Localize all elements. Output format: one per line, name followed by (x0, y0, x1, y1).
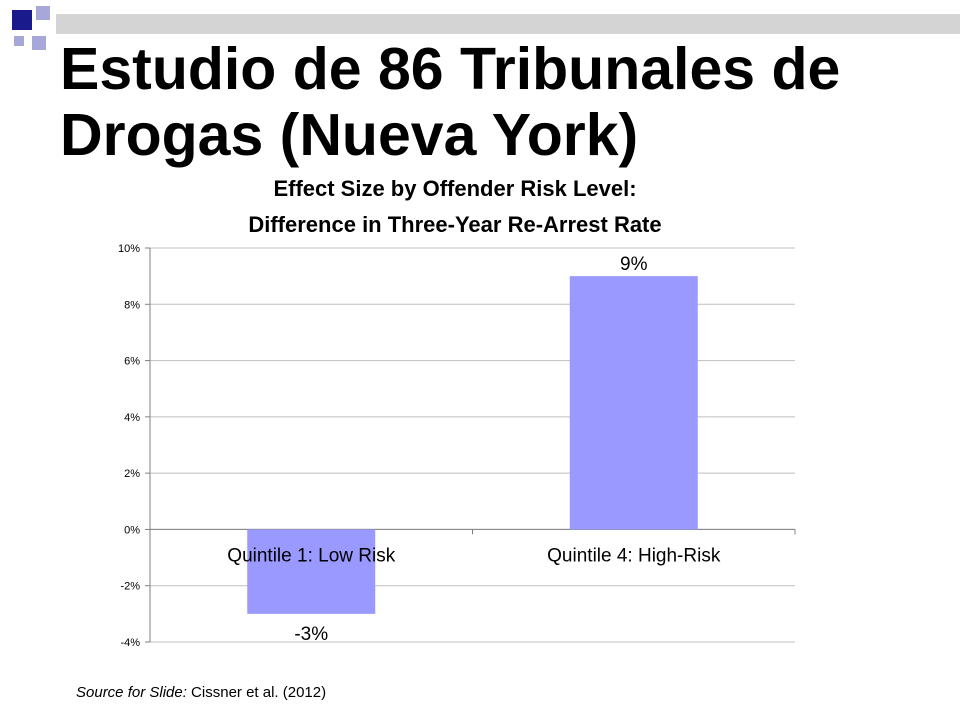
decor-square-light (32, 36, 46, 50)
decor-square-light (36, 6, 50, 20)
category-label: Quintile 1: Low Risk (227, 545, 395, 566)
y-tick-label: 4% (124, 412, 140, 424)
bar (247, 529, 376, 614)
y-tick-label: 2% (124, 468, 140, 480)
bar (569, 276, 698, 530)
chart-title-line-1: Effect Size by Offender Risk Level: (273, 176, 636, 201)
category-label: Quintile 4: High-Risk (547, 545, 721, 566)
decor-square-light (14, 36, 24, 46)
y-tick-label: 8% (124, 299, 140, 311)
slide-title: Estudio de 86 Tribunales de Drogas (Nuev… (60, 36, 841, 168)
y-tick-label: 6% (124, 356, 140, 368)
bar-chart: Effect Size by Offender Risk Level: Diff… (118, 176, 796, 649)
y-tick-label: -2% (120, 581, 140, 593)
data-label: -3% (294, 624, 328, 645)
y-tick-label: 10% (118, 243, 140, 255)
y-tick-label: -4% (120, 637, 140, 649)
y-tick-label: 0% (124, 524, 140, 536)
chart-title-line-2: Difference in Three-Year Re-Arrest Rate (248, 212, 661, 237)
slide-decoration (12, 6, 960, 50)
decor-bar (56, 14, 960, 34)
plot-area: -4% -2% 0% 2% 4% 6% 8% 10% Quintile 1: Low Risk Q… (118, 243, 796, 649)
source-note: Source for Slide: Cissner et al. (2012) (76, 684, 326, 701)
data-label: 9% (620, 254, 648, 275)
source-text: Cissner et al. (2012) (186, 684, 327, 701)
decor-square-dark (12, 10, 32, 30)
source-prefix: Source for Slide: (76, 684, 187, 701)
